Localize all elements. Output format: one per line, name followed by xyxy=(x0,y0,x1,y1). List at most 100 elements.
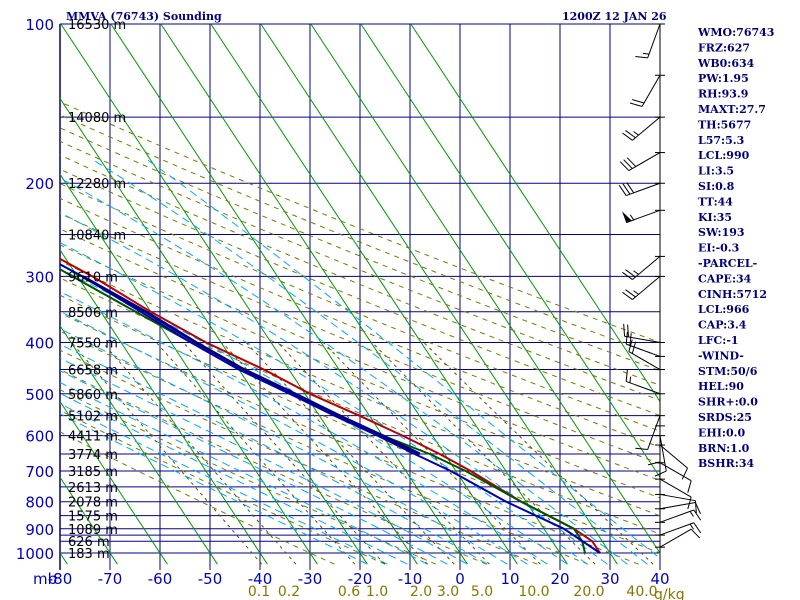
height-label: 9610 m xyxy=(68,270,118,285)
temperature-tick-label: -50 xyxy=(198,570,223,588)
wind-barb-flag xyxy=(693,509,702,521)
moist-adiabat-line xyxy=(60,211,608,565)
wind-barb-flag xyxy=(631,99,645,104)
sounding-index: PW:1.95 xyxy=(698,72,749,85)
isotherm-line xyxy=(60,249,268,565)
mixing-ratio-tick-label: 5.0 xyxy=(471,584,493,600)
dry-adiabat-line xyxy=(60,312,639,565)
mixing-ratio-tick-label: 40.0 xyxy=(626,584,657,600)
temperature-tick-label: -60 xyxy=(148,570,173,588)
pressure-tick-label: 800 xyxy=(25,494,54,512)
wind-barb-shaft xyxy=(659,478,692,498)
height-label: 16530 m xyxy=(68,18,126,33)
temperature-tick-label: -70 xyxy=(98,570,123,588)
pressure-tick-label: 400 xyxy=(25,334,54,352)
sounding-index: SRDS:25 xyxy=(698,411,752,424)
sounding-index: FRZ:627 xyxy=(698,41,750,54)
wind-barb-flag xyxy=(654,470,667,477)
chart-title: MMVA (76743) Sounding xyxy=(66,10,222,23)
wind-barb-flag xyxy=(625,130,636,139)
wind-barb-half-flag xyxy=(633,290,639,295)
height-label: 2613 m xyxy=(68,481,118,496)
wind-barb-shaft xyxy=(647,23,661,58)
pressure-tick-label: 700 xyxy=(25,463,54,481)
pressure-tick-label: 100 xyxy=(25,16,54,34)
isotherm-line xyxy=(360,24,660,479)
mixing-ratio-line xyxy=(156,342,356,565)
mixing-ratio-line xyxy=(71,342,263,565)
mixing-ratio-tick-label: 10.0 xyxy=(518,584,549,600)
sounding-index: RH:93.9 xyxy=(698,88,748,101)
mixing-ratio-lines xyxy=(71,342,654,565)
wind-barb-shaft xyxy=(659,522,694,536)
wind-barb-half-flag xyxy=(629,376,632,383)
sounding-index: HEL:90 xyxy=(698,380,744,393)
wind-barb-flag xyxy=(623,323,626,337)
height-label: 183 m xyxy=(68,547,110,562)
wind-barb-flag xyxy=(618,185,627,196)
wind-barb-flag xyxy=(628,339,633,352)
pressure-tick-label: 500 xyxy=(25,386,54,404)
sounding-index: STM:50/6 xyxy=(698,365,758,378)
wind-barb-flag xyxy=(629,102,643,107)
wind-barb-half-flag xyxy=(689,523,694,530)
height-label: 626 m xyxy=(68,535,110,550)
wind-barb-pennant xyxy=(622,211,632,223)
dry-adiabat-line xyxy=(60,260,660,517)
moist-adiabat-line xyxy=(60,370,448,565)
sounding-index: BRN:1.0 xyxy=(698,442,750,455)
mixing-ratio-tick-label: 0.2 xyxy=(278,584,300,600)
wind-barb-flag xyxy=(622,132,633,141)
mixing-ratio-line xyxy=(183,342,386,565)
isotherm-line xyxy=(110,24,468,565)
sounding-index: TH:5677 xyxy=(698,118,751,131)
sounding-index: SI:0.8 xyxy=(698,180,735,193)
wind-barb-flag xyxy=(690,528,701,539)
height-label: 2078 m xyxy=(68,496,118,511)
mixing-ratio-tick-label: 0.1 xyxy=(248,584,270,600)
wind-barb-shaft xyxy=(628,351,661,370)
wind-barb-flag xyxy=(687,496,692,510)
wind-barb-flag xyxy=(631,341,637,354)
wind-barb-flag xyxy=(635,447,648,450)
wind-barb-shaft xyxy=(626,380,661,395)
wind-barb-flag xyxy=(622,183,631,195)
wind-barb-flag xyxy=(626,182,635,194)
sounding-index: LFC:-1 xyxy=(698,334,739,347)
wind-barb-shaft xyxy=(628,152,661,172)
pressure-tick-label: 300 xyxy=(25,268,54,286)
sounding-indices: WMO:76743 FRZ:627 WB0:634 PW:1.95 RH:93.9 MAX… xyxy=(697,26,774,470)
wind-barb-flag xyxy=(694,502,701,515)
wind-barb-shaft xyxy=(632,256,661,280)
axis-labels: 0.1 0.2 0.6 1.0 2.0 3.0 5.0 10.0 20.0 40.01002003… xyxy=(16,16,670,600)
sounding-index: SW:193 xyxy=(698,226,745,239)
temperature-tick-label: -20 xyxy=(348,570,373,588)
height-label: 3774 m xyxy=(68,448,118,463)
dry-adiabat-line xyxy=(60,212,660,465)
wind-barb-half-flag xyxy=(629,214,635,221)
wind-barb-flag xyxy=(622,291,633,300)
isotherm-line xyxy=(310,24,660,554)
sounding-index: L57:5.3 xyxy=(698,134,744,147)
wind-barb-flag xyxy=(629,333,632,346)
temperature-tick-label: -10 xyxy=(398,570,423,588)
temperature-tick-label: 30 xyxy=(600,570,619,588)
wind-barb-flag xyxy=(623,159,633,169)
moist-adiabat-line xyxy=(60,357,468,565)
wind-barb-shaft xyxy=(659,493,696,502)
mixing-ratio-line xyxy=(323,342,541,565)
height-label: 8506 m xyxy=(68,306,118,321)
height-labels: 16530 m 14080 m 12280 m 10840 m 9610 m 8506 m… xyxy=(68,18,126,562)
sounding-index: -PARCEL- xyxy=(698,257,757,270)
wind-barb-flag xyxy=(627,324,629,337)
wind-barb-half-flag xyxy=(642,52,650,55)
wind-barb-half-flag xyxy=(633,131,639,136)
pressure-temperature-grid xyxy=(59,23,661,570)
height-label: 3185 m xyxy=(68,465,118,480)
sounding-index: -WIND- xyxy=(698,349,744,362)
temperature-tick-label: 0 xyxy=(455,570,465,588)
dry-adiabat-line xyxy=(60,409,386,565)
temperature-tick-label: -80 xyxy=(48,570,73,588)
moist-adiabat-line xyxy=(60,290,548,565)
isotherm-line xyxy=(60,324,218,565)
